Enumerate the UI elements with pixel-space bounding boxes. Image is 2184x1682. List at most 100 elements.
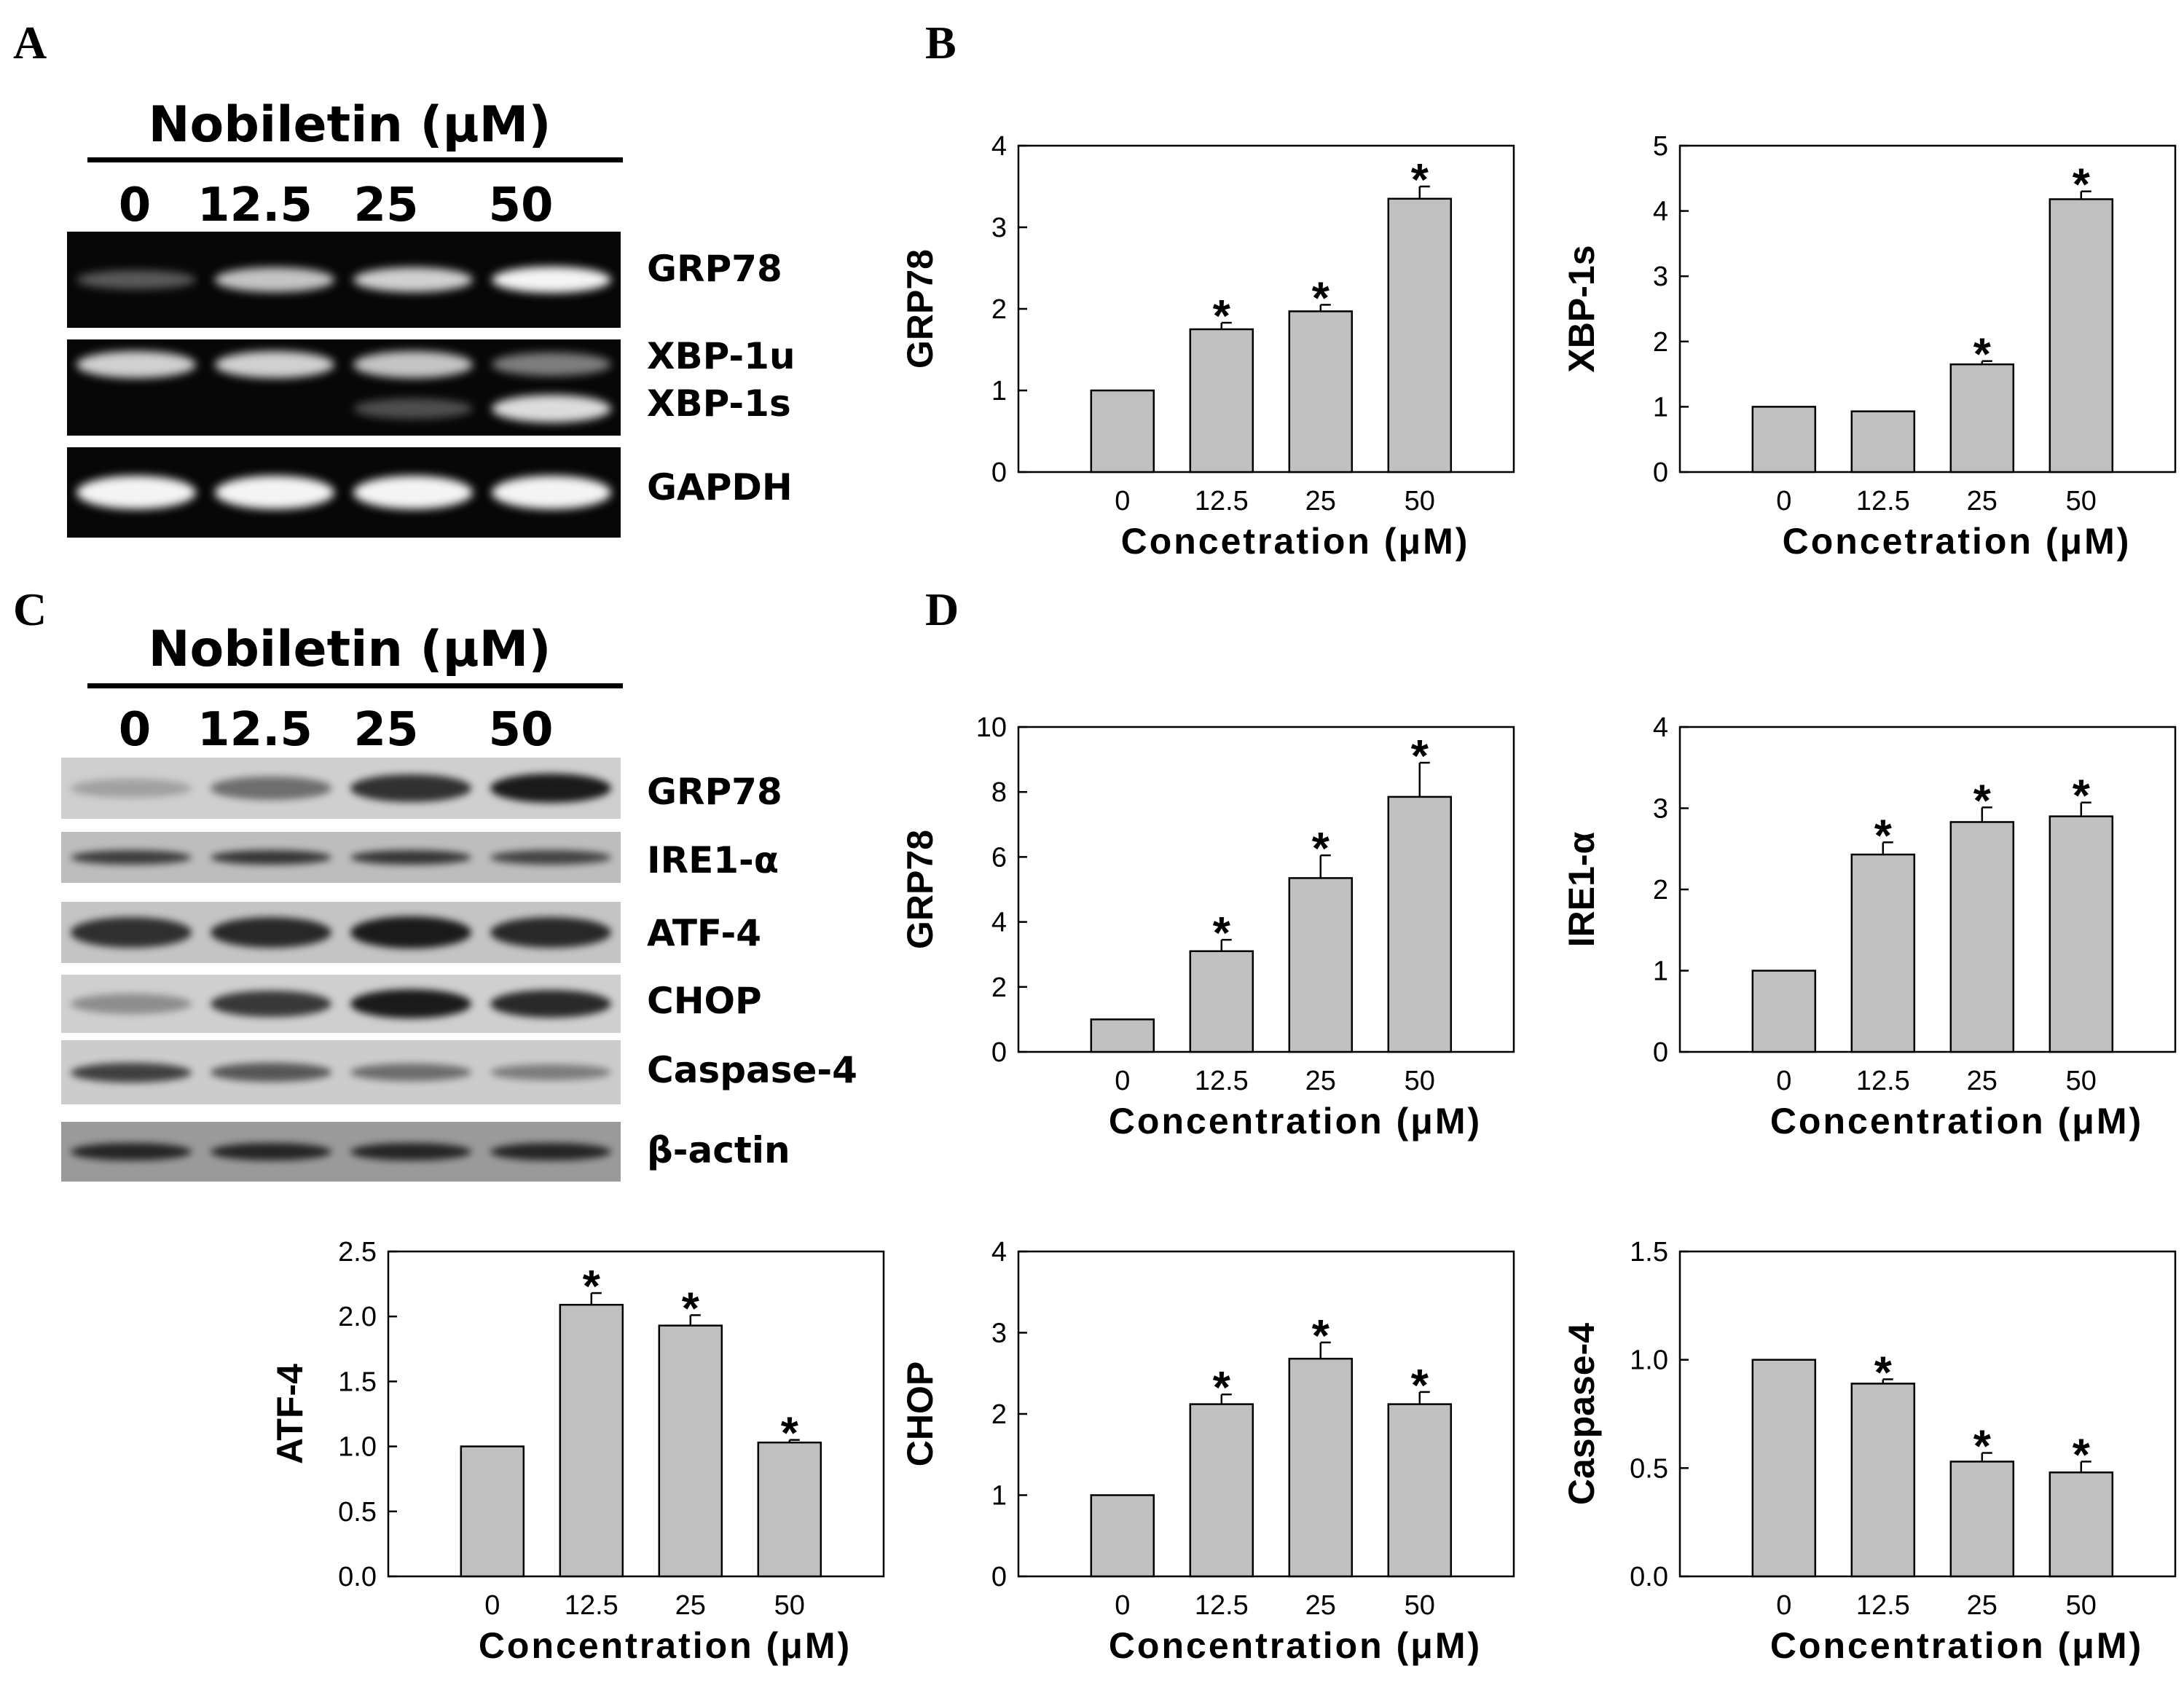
chart-group: 0 2 4 6 8 10 0 * 12.5 * 25 * 50 Concentration (μM) GRP… [900, 712, 1515, 1141]
bar [2049, 1471, 2114, 1578]
y-tick-label: 3 [1653, 262, 1668, 292]
y-tick-label: 1 [991, 1481, 1007, 1512]
blot-band [350, 849, 471, 865]
significance-star: * [2073, 160, 2091, 211]
chart-group: 0.0 0.5 1.0 1.5 0 * 12.5 * 25 * 50 Concentration (μ… [1561, 1237, 2177, 1666]
wb-strip-caspase4 [61, 1040, 621, 1104]
blot-band [350, 916, 471, 948]
y-tick-label: 2 [991, 294, 1007, 325]
significance-star: * [1973, 330, 1992, 380]
gene-label-atf4: ATF-4 [647, 912, 762, 954]
y-tick-label: 8 [991, 777, 1007, 808]
plot-frame [1678, 1250, 2177, 1578]
bar [2049, 198, 2114, 473]
blot-band [211, 849, 331, 865]
panel-letter-a: A [13, 17, 47, 68]
x-tick-label: 12.5 [1856, 1066, 1910, 1096]
significance-star: * [1213, 291, 1231, 342]
y-tick-label: 2 [1653, 327, 1668, 358]
y-tick-label: 0.0 [1630, 1562, 1668, 1592]
x-axis-label: Concentration (μM) [1109, 1625, 1482, 1666]
x-tick-label: 0 [484, 1590, 500, 1621]
wb-strip-beta-actin [61, 1122, 621, 1182]
y-tick-label: 0 [1653, 1037, 1668, 1068]
blot-band [211, 1142, 331, 1161]
y-tick-label: 1.0 [1630, 1345, 1668, 1376]
y-axis-label: GRP78 [900, 830, 940, 949]
significance-star: * [1973, 776, 1992, 826]
gel-strip-gapdh [67, 447, 621, 538]
blot-band [215, 267, 334, 292]
blot-title-rule [87, 683, 623, 688]
x-tick-label: 12.5 [1856, 1590, 1910, 1621]
blot-band [353, 350, 473, 378]
significance-star: * [1874, 1348, 1893, 1398]
x-tick-label: 50 [1405, 486, 1435, 516]
y-tick-label: 0 [991, 457, 1007, 488]
x-tick-label: 25 [1305, 486, 1336, 516]
blot-title: Nobiletin (μM) [148, 621, 551, 678]
significance-star: * [682, 1284, 700, 1334]
y-tick-label: 3 [1653, 794, 1668, 825]
x-tick-label: 12.5 [565, 1590, 618, 1621]
blot-band [215, 350, 334, 379]
blot-band [490, 916, 611, 948]
bar [460, 1445, 525, 1578]
significance-star: * [2073, 1430, 2091, 1480]
blot-band [76, 350, 196, 379]
y-axis-label: GRP78 [900, 249, 940, 369]
wb-strip-atf4 [61, 902, 621, 963]
plot-frame [1678, 144, 2177, 473]
lane-label: 0 [118, 703, 152, 757]
gene-label-caspase4: Caspase-4 [647, 1049, 857, 1091]
x-tick-label: 0 [1115, 1590, 1130, 1621]
y-axis-label: CHOP [900, 1361, 940, 1466]
y-axis-label: XBP-1s [1561, 245, 1602, 372]
blot-band [492, 267, 611, 293]
x-tick-label: 25 [675, 1590, 706, 1621]
x-tick-label: 50 [1405, 1066, 1435, 1096]
bar [1850, 853, 1916, 1053]
y-tick-label: 0.0 [338, 1562, 377, 1592]
bar [1850, 1383, 1916, 1578]
gene-label-gapdh: GAPDH [647, 466, 793, 508]
blot-title: Nobiletin (μM) [148, 96, 551, 154]
chart-group: 0 1 2 3 4 0 * 12.5 * 25 * 50 Concentration (μM) CHOP [900, 1237, 1515, 1666]
y-axis-label: ATF-4 [270, 1364, 310, 1464]
x-tick-label: 50 [2066, 486, 2097, 516]
gene-label-xbp1u: XBP-1u [647, 335, 796, 377]
blot-band [490, 1142, 611, 1161]
x-axis-label: Concentration (μM) [1109, 1101, 1482, 1141]
x-tick-label: 0 [1776, 1590, 1791, 1621]
bar [1751, 970, 1817, 1053]
y-tick-label: 2 [991, 972, 1007, 1003]
y-tick-label: 1 [1653, 392, 1668, 423]
blot-band [490, 1064, 611, 1081]
blot-title-rule [87, 157, 623, 162]
y-tick-label: 4 [1653, 197, 1668, 227]
bar [1949, 363, 2015, 473]
significance-star: * [583, 1262, 601, 1312]
y-tick-label: 2.5 [338, 1237, 377, 1268]
blot-band [353, 476, 473, 509]
x-axis-label: Concentration (μM) [1770, 1101, 2143, 1141]
blot-band [350, 989, 471, 1018]
y-tick-label: 3 [991, 213, 1007, 243]
y-tick-label: 0.5 [338, 1497, 377, 1528]
y-axis-label: IRE1-α [1561, 831, 1602, 947]
y-tick-label: 1.5 [338, 1367, 377, 1397]
bar [1189, 328, 1254, 473]
bar [1189, 1403, 1254, 1578]
y-axis-label: Caspase-4 [1561, 1323, 1602, 1505]
gene-label-xbp1s: XBP-1s [647, 382, 791, 425]
wb-strip-ire1a [61, 832, 621, 883]
y-tick-label: 4 [1653, 712, 1668, 743]
x-axis-label: Concetration (μM) [1121, 521, 1470, 562]
x-tick-label: 25 [1967, 1066, 1998, 1096]
blot-band [71, 779, 192, 798]
blot-band [211, 916, 331, 948]
gene-label-chop: CHOP [647, 980, 762, 1022]
